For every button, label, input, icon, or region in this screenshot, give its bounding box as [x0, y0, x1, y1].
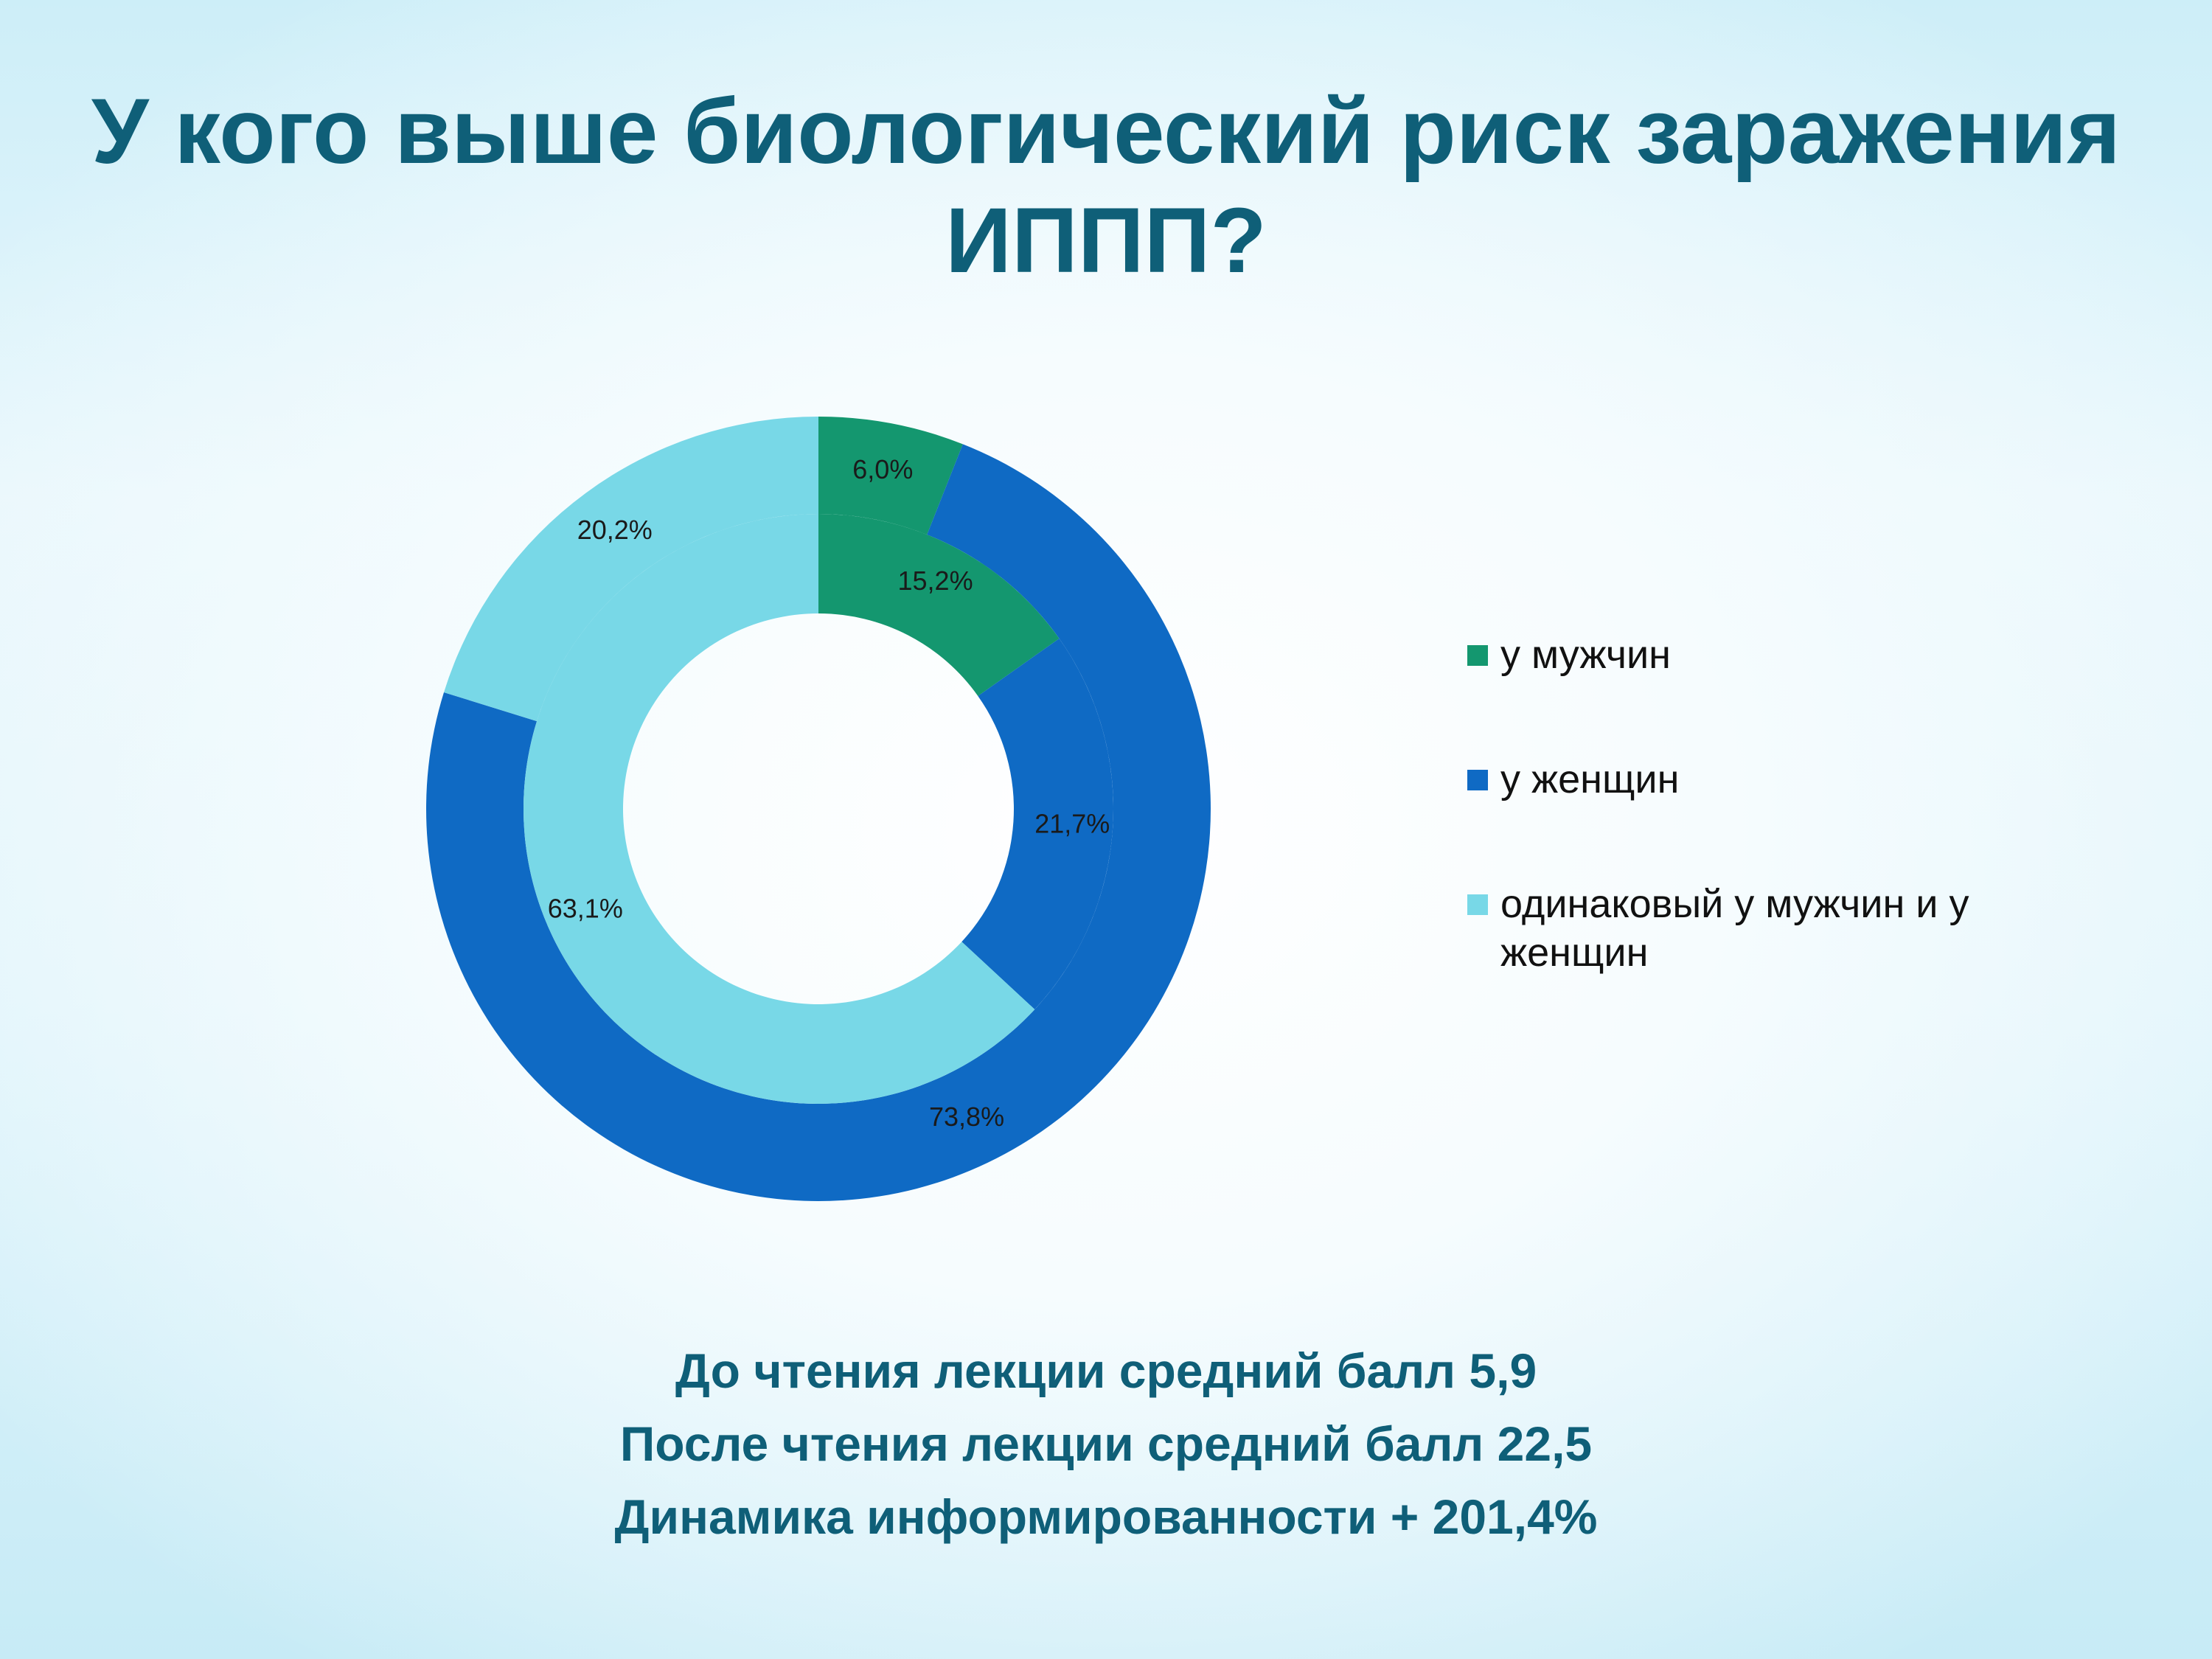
legend-swatch-women: [1467, 770, 1488, 790]
inner-ring-slice-women: [961, 638, 1113, 1009]
legend-label-women: у женщин: [1500, 757, 1680, 801]
outer-ring-label-women: 73,8%: [929, 1102, 1004, 1132]
summary-after: После чтения лекции средний балл 22,5: [619, 1416, 1593, 1471]
inner-ring-label-women: 21,7%: [1034, 808, 1110, 838]
inner-ring-label-men: 15,2%: [898, 566, 973, 596]
legend-swatch-men: [1467, 645, 1488, 666]
legend-item-men: у мужчин: [1467, 630, 2057, 679]
outer-ring-label-men: 6,0%: [852, 454, 913, 484]
legend-label-men: у мужчин: [1500, 633, 1671, 677]
slide-title: У кого выше биологический риск заражения…: [44, 77, 2168, 296]
outer-ring-slice-equal: [444, 417, 818, 722]
summary-before: До чтения лекции средний балл 5,9: [675, 1343, 1537, 1398]
slide-title-line-2: ИППП?: [945, 189, 1267, 292]
chart-legend: у мужчин у женщин одинаковый у мужчин и …: [1467, 630, 2057, 977]
legend-swatch-equal: [1467, 894, 1488, 915]
outer-ring-label-equal: 20,2%: [577, 515, 653, 545]
legend-item-women: у женщин: [1467, 755, 2057, 804]
legend-label-equal: одинаковый у мужчин и у женщин: [1500, 882, 1969, 975]
lecture-summary: До чтения лекции средний балл 5,9 После …: [0, 1335, 2212, 1554]
inner-ring-slice-equal: [523, 514, 1035, 1104]
outer-ring-slice-men: [818, 417, 963, 535]
summary-dynamics: Динамика информированности + 201,4%: [614, 1489, 1598, 1544]
inner-ring-label-equal: 63,1%: [548, 894, 623, 924]
inner-ring-slice-men: [818, 514, 1060, 696]
legend-item-equal: одинаковый у мужчин и у женщин: [1467, 880, 2057, 977]
slide-title-line-1: У кого выше биологический риск заражения: [91, 80, 2121, 183]
